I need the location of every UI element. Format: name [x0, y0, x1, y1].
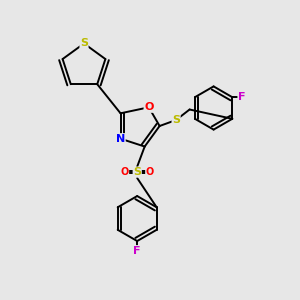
- Text: N: N: [116, 134, 125, 144]
- Text: F: F: [238, 92, 246, 102]
- Text: O: O: [120, 167, 129, 177]
- Text: F: F: [134, 246, 141, 256]
- Text: O: O: [144, 102, 154, 112]
- Text: S: S: [172, 115, 180, 125]
- Text: O: O: [146, 167, 154, 177]
- Text: S: S: [80, 38, 88, 49]
- Text: S: S: [133, 167, 141, 177]
